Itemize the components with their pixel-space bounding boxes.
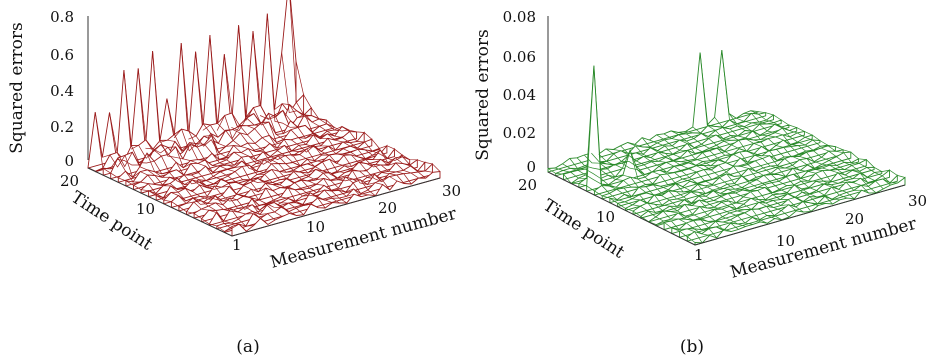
z-axis-title-b: Squared errors <box>473 29 493 160</box>
surface-col-m29 <box>750 110 898 184</box>
z-tick-a-0: 0 <box>64 152 74 170</box>
surface-col-m10 <box>152 50 297 216</box>
surface-col-m3 <box>562 163 710 236</box>
x-tick-a-20: 20 <box>378 199 397 217</box>
surface-col-m4 <box>109 112 254 227</box>
surface-col-m29 <box>289 0 433 173</box>
surface-col-m20 <box>223 54 369 196</box>
y-tick-a-10: 10 <box>136 200 155 218</box>
z-tick-b-1: 0.02 <box>503 124 536 142</box>
surface-col-m28 <box>281 52 426 179</box>
surface-col-m7 <box>130 144 276 221</box>
x-tick-b-20: 20 <box>845 210 864 228</box>
z-tick-b-0: 0 <box>526 158 536 176</box>
surface-col-m2 <box>555 65 703 243</box>
surface-col-m30 <box>757 111 906 178</box>
surface-col-m22 <box>699 52 848 199</box>
surface-col-m13 <box>634 144 783 221</box>
surface-b <box>547 50 906 246</box>
surface-col-m6 <box>123 70 269 225</box>
surface-col-m6 <box>583 154 732 232</box>
panel-a: 0 0.2 0.4 0.6 0.8 Squared errors 20 10 1… <box>7 0 461 357</box>
z-tick-b-2: 0.04 <box>503 86 536 104</box>
x-tick-b-10: 10 <box>776 232 795 250</box>
surface-col-m19 <box>678 132 826 205</box>
surface-col-m16 <box>656 134 804 213</box>
z-tick-a-1: 0.2 <box>50 118 74 136</box>
surface-col-m14 <box>641 137 790 218</box>
surface-col-m13 <box>173 128 319 209</box>
y-tick-b-1: 1 <box>694 246 704 264</box>
surface-col-m24 <box>252 30 398 183</box>
surface-col-m5 <box>576 157 725 230</box>
z-axis-b: 0 0.02 0.04 0.06 0.08 Squared errors <box>473 8 549 176</box>
surface-col-m28 <box>743 112 891 186</box>
surface-col-m12 <box>166 98 311 206</box>
z-tick-b-3: 0.06 <box>503 48 536 66</box>
surface-col-m18 <box>670 130 819 206</box>
surface-col-m23 <box>245 106 391 191</box>
x-tick-a-10: 10 <box>306 218 325 236</box>
y-tick-a-20: 20 <box>60 172 79 190</box>
z-tick-b-4: 0.08 <box>503 8 536 26</box>
surface-a <box>87 0 441 237</box>
surface-col-m23 <box>707 124 855 200</box>
surface-col-m4 <box>569 158 717 239</box>
surface-col-m17 <box>663 133 812 212</box>
x-tick-b-30: 30 <box>908 192 927 210</box>
surface-col-m15 <box>649 139 797 212</box>
x-tick-a-30: 30 <box>442 182 461 200</box>
surface-col-m17 <box>202 124 347 204</box>
surface-col-m8 <box>598 153 746 227</box>
z-tick-a-2: 0.4 <box>50 82 74 100</box>
panel-b: 0 0.02 0.04 0.06 0.08 Squared errors 20 … <box>473 8 927 357</box>
y-axis-title-a: Time point <box>67 187 156 254</box>
surface-col-m27 <box>274 103 419 179</box>
surface-col-m15 <box>188 135 333 203</box>
surface-col-m18 <box>209 34 354 197</box>
z-axis-title-a: Squared errors <box>7 22 27 153</box>
surface-col-m25 <box>259 109 405 184</box>
surface-col-m12 <box>627 142 775 219</box>
surface-col-m24 <box>714 117 862 191</box>
y-tick-b-20: 20 <box>518 176 537 194</box>
surface-col-m10 <box>613 149 761 223</box>
surface-col-m3 <box>102 154 247 232</box>
z-tick-a-4: 0.8 <box>50 8 74 26</box>
surface-col-m26 <box>266 13 412 185</box>
surface-col-m20 <box>685 131 833 205</box>
z-tick-a-3: 0.6 <box>50 46 74 64</box>
surface-col-m22 <box>238 25 383 185</box>
panel-label-a: (a) <box>236 337 259 357</box>
surface-col-m9 <box>145 146 290 214</box>
surface-col-m21 <box>692 126 840 201</box>
surface-col-m1 <box>87 167 233 232</box>
surface-col-m8 <box>137 68 283 217</box>
y-tick-b-10: 10 <box>596 208 615 226</box>
surface-col-m11 <box>620 145 768 224</box>
panel-label-b: (b) <box>680 337 704 357</box>
surface-col-m27 <box>736 117 884 190</box>
surface-col-m1 <box>547 168 696 243</box>
surface-col-m2 <box>94 112 240 229</box>
surface-col-m21 <box>231 117 376 196</box>
z-axis-a: 0 0.2 0.4 0.6 0.8 Squared errors <box>7 8 89 170</box>
surface-col-m11 <box>159 139 304 215</box>
surface-col-m25 <box>721 50 870 194</box>
y-tick-a-1: 1 <box>232 236 242 254</box>
surface-col-m30 <box>295 60 441 172</box>
surface-col-m26 <box>728 113 877 194</box>
x-axis-title-a: Measurement number <box>268 204 459 273</box>
surface-col-m9 <box>605 148 753 225</box>
